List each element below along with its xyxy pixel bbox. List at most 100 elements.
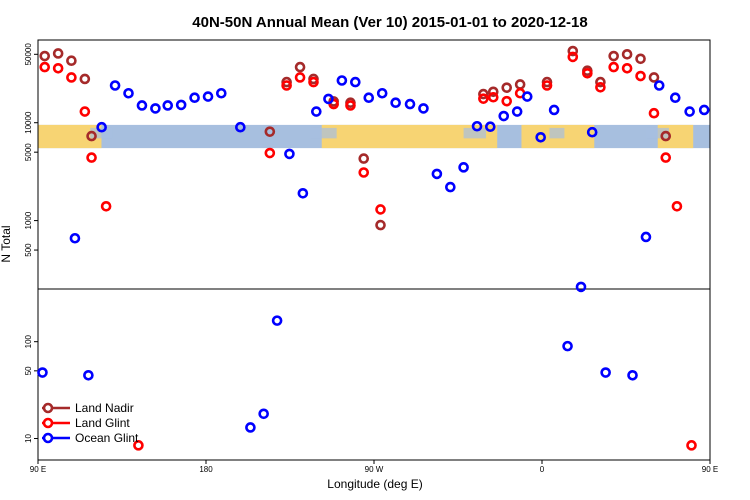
data-point — [521, 91, 533, 102]
data-point — [484, 121, 496, 133]
series-land-glint — [39, 51, 697, 451]
data-point — [271, 315, 283, 326]
data-point — [109, 80, 121, 91]
data-point — [311, 106, 322, 117]
map-coast — [310, 127, 337, 139]
series-ocean-glint — [37, 75, 710, 433]
data-point — [162, 100, 174, 111]
data-point — [595, 82, 606, 93]
data-point — [487, 91, 499, 103]
data-point — [478, 93, 489, 104]
data-point — [264, 147, 276, 159]
y-tick-label: 50000 — [24, 43, 33, 66]
data-point — [363, 92, 375, 104]
data-point — [150, 103, 161, 114]
data-point — [640, 231, 652, 243]
data-point — [258, 408, 269, 420]
data-point — [390, 97, 401, 109]
data-point — [582, 67, 593, 79]
data-point — [264, 126, 276, 137]
data-point — [671, 200, 683, 212]
data-point — [133, 440, 144, 451]
data-point — [627, 369, 638, 381]
data-point — [358, 153, 370, 164]
data-point — [79, 73, 91, 85]
data-point — [621, 49, 633, 60]
axes: 90 E 180 90 W 0 90 E 500 1000 5000 10000 50000 10 5… — [24, 43, 718, 474]
data-point — [635, 70, 646, 82]
legend-label: Ocean Glint — [75, 431, 139, 445]
data-point — [648, 72, 660, 83]
data-point — [600, 367, 611, 378]
data-point — [281, 80, 292, 91]
x-axis-label: Longitude (deg E) — [327, 477, 422, 491]
data-point — [235, 121, 246, 133]
map-coast — [549, 127, 565, 139]
data-point — [535, 131, 546, 143]
data-point — [376, 87, 388, 99]
data-point — [189, 92, 200, 104]
data-point — [79, 106, 91, 117]
world-map-band — [38, 124, 710, 149]
data-point — [52, 48, 64, 59]
data-point — [595, 76, 606, 88]
data-point — [123, 87, 134, 99]
data-point — [684, 106, 695, 117]
y-tick-label: 10 — [24, 434, 33, 443]
data-point — [660, 130, 672, 142]
map-land — [38, 124, 102, 149]
data-point — [458, 162, 469, 173]
data-point — [136, 100, 148, 111]
y-tick-label: 50 — [24, 366, 33, 375]
data-point — [698, 104, 710, 116]
data-point — [358, 167, 370, 178]
data-point — [175, 99, 187, 111]
data-point — [567, 51, 579, 63]
data-point — [431, 168, 443, 180]
data-point — [541, 80, 553, 91]
x-tick-label: 90 E — [30, 465, 46, 474]
data-point — [39, 50, 51, 62]
data-point — [66, 72, 77, 83]
data-point — [375, 219, 386, 231]
data-point — [487, 86, 499, 98]
map-coast — [463, 127, 486, 139]
data-point — [562, 340, 573, 352]
data-point — [328, 98, 339, 110]
legend-marker — [42, 402, 54, 414]
x-tick-label: 180 — [199, 465, 213, 474]
legend-label: Land Glint — [75, 416, 130, 430]
legend-marker — [42, 432, 54, 444]
x-tick-label: 0 — [540, 465, 545, 474]
data-point — [445, 181, 456, 193]
data-point — [96, 121, 107, 133]
data-point — [635, 53, 646, 65]
data-point — [216, 87, 227, 99]
data-point — [478, 88, 489, 100]
y-tick-label: 5000 — [24, 143, 33, 161]
data-point — [83, 369, 94, 381]
y-tick-label: 100 — [24, 334, 33, 348]
data-point — [567, 45, 579, 57]
data-point — [586, 126, 598, 138]
data-point — [660, 152, 672, 163]
data-points — [37, 45, 710, 451]
data-point — [69, 232, 81, 244]
data-point — [511, 106, 523, 117]
series-land-nadir — [39, 45, 672, 231]
data-point — [471, 120, 483, 132]
data-point — [323, 93, 334, 105]
data-point — [52, 62, 64, 74]
data-point — [202, 91, 214, 102]
chart-title: 40N-50N Annual Mean (Ver 10) 2015-01-01 … — [192, 14, 587, 31]
data-point — [350, 76, 361, 88]
data-point — [100, 200, 112, 212]
data-point — [308, 76, 319, 88]
y-tick-label: 10000 — [24, 111, 33, 134]
data-point — [294, 72, 306, 83]
data-point — [418, 103, 429, 114]
legend-marker — [42, 417, 54, 429]
data-point — [608, 50, 619, 62]
